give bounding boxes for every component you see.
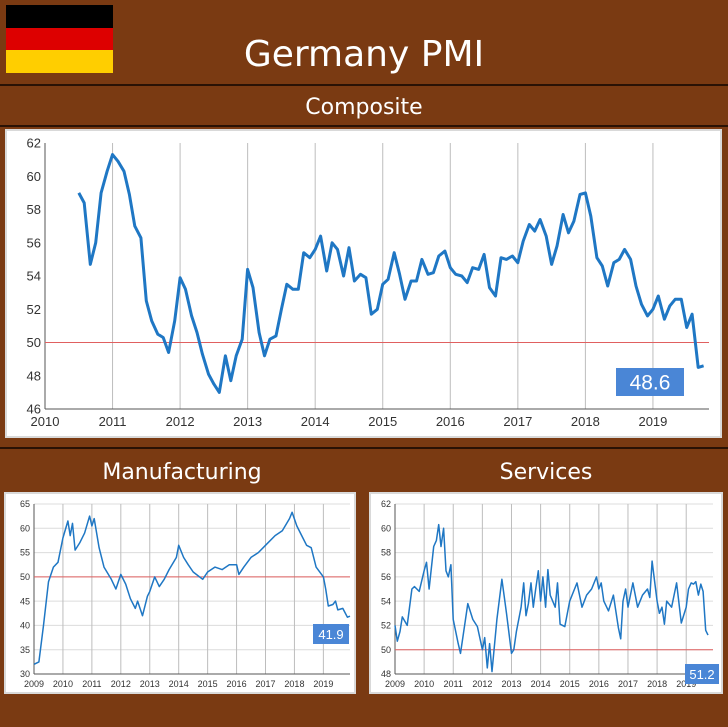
manufacturing-chart: 30 35 40 45 50 55 60 65 2009 2010 2011 2012 2013 2014… — [4, 492, 356, 694]
y-tick-label: 45 — [20, 596, 30, 606]
y-tick-label: 54 — [27, 269, 41, 284]
x-tick-label: 2017 — [618, 679, 638, 689]
manufacturing-heading: Manufacturing — [102, 460, 262, 485]
x-tick-label: 2017 — [255, 679, 275, 689]
y-tick-label: 52 — [27, 302, 41, 317]
y-tick-label: 62 — [381, 499, 391, 509]
y-tick-label: 35 — [20, 645, 30, 655]
x-tick-label: 2015 — [368, 414, 397, 429]
y-tick-label: 48 — [381, 669, 391, 679]
y-tick-label: 30 — [20, 669, 30, 679]
divider-middle — [0, 447, 728, 449]
series-line — [77, 153, 705, 394]
flag-stripe-black — [6, 5, 113, 28]
y-tick-label: 56 — [27, 235, 41, 250]
latest-value-label: 41.9 — [318, 627, 343, 642]
y-tick-label: 60 — [20, 523, 30, 533]
flag-stripe-gold — [6, 50, 113, 73]
y-tick-label: 40 — [20, 621, 30, 631]
x-tick-label: 2010 — [414, 679, 434, 689]
x-tick-label: 2009 — [385, 679, 405, 689]
german-flag — [6, 5, 113, 73]
x-tick-label: 2009 — [24, 679, 44, 689]
x-tick-label: 2010 — [53, 679, 73, 689]
y-tick-label: 55 — [20, 548, 30, 558]
divider-composite — [0, 125, 728, 127]
manufacturing-chart-svg: 30 35 40 45 50 55 60 65 2009 2010 2011 2012 2013 2014… — [20, 499, 351, 689]
y-tick-label: 58 — [27, 202, 41, 217]
x-tick-label: 2014 — [169, 679, 189, 689]
y-tick-label: 60 — [27, 169, 41, 184]
series-line — [394, 523, 709, 673]
y-tick-label: 65 — [20, 499, 30, 509]
x-tick-label: 2012 — [111, 679, 131, 689]
x-tick-label: 2011 — [99, 414, 127, 429]
x-tick-label: 2015 — [198, 679, 218, 689]
x-tick-label: 2014 — [531, 679, 551, 689]
latest-value-badge — [313, 624, 349, 644]
x-tick-label: 2019 — [313, 679, 333, 689]
y-tick-label: 58 — [381, 548, 391, 558]
x-tick-label: 2014 — [301, 414, 330, 429]
y-tick-label: 48 — [27, 368, 41, 383]
y-tick-label: 62 — [27, 136, 41, 151]
x-tick-label: 2013 — [140, 679, 160, 689]
x-tick-label: 2018 — [647, 679, 667, 689]
latest-value-label: 48.6 — [630, 371, 671, 394]
services-heading: Services — [499, 460, 593, 485]
latest-value-label: 51.2 — [689, 667, 714, 682]
page-title: Germany PMI — [243, 34, 485, 75]
x-tick-label: 2013 — [233, 414, 262, 429]
x-tick-label: 2011 — [82, 679, 101, 689]
x-tick-label: 2019 — [638, 414, 667, 429]
x-tick-label: 2012 — [166, 414, 195, 429]
y-tick-label: 50 — [381, 645, 391, 655]
x-tick-label: 2016 — [589, 679, 609, 689]
x-tick-label: 2018 — [571, 414, 600, 429]
services-chart-svg: 48 50 52 54 56 58 60 62 2009 2010 2011 2012 2013 2014… — [381, 499, 719, 689]
flag-stripe-red — [6, 27, 113, 51]
x-tick-label: 2010 — [31, 414, 60, 429]
y-tick-label: 50 — [20, 572, 30, 582]
composite-chart: 46 48 50 52 54 56 58 60 62 2010 2011 2012 2013 2014 20… — [5, 129, 722, 438]
x-tick-label: 2018 — [284, 679, 304, 689]
latest-value-badge — [616, 368, 684, 396]
latest-value-badge — [685, 664, 719, 684]
x-tick-label: 2013 — [501, 679, 521, 689]
x-tick-label: 2015 — [560, 679, 580, 689]
y-tick-label: 52 — [381, 621, 391, 631]
x-tick-label: 2016 — [227, 679, 247, 689]
composite-chart-svg: 46 48 50 52 54 56 58 60 62 2010 2011 2012 2013 2014 20… — [27, 136, 709, 429]
divider-top — [0, 84, 728, 86]
y-tick-label: 60 — [381, 523, 391, 533]
x-tick-label: 2012 — [472, 679, 492, 689]
y-tick-label: 54 — [381, 596, 391, 606]
composite-heading: Composite — [305, 95, 423, 120]
y-tick-label: 56 — [381, 572, 391, 582]
x-tick-label: 2017 — [503, 414, 532, 429]
x-tick-label: 2016 — [436, 414, 465, 429]
series-line — [33, 511, 351, 665]
x-tick-label: 2011 — [444, 679, 463, 689]
y-tick-label: 50 — [27, 335, 41, 350]
y-tick-label: 46 — [27, 402, 41, 417]
services-chart: 48 50 52 54 56 58 60 62 2009 2010 2011 2012 2013 2014… — [369, 492, 723, 694]
